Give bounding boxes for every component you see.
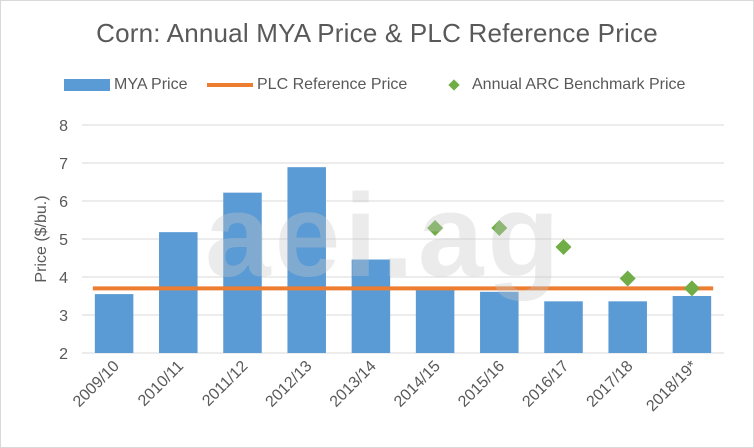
legend-item-plc-reference-price: PLC Reference Price <box>207 74 407 96</box>
x-tick-label: 2017/18 <box>584 358 637 411</box>
legend-item-mya-price: MYA Price <box>64 74 188 96</box>
y-tick-label: 6 <box>59 194 68 211</box>
bar-mya-price <box>480 291 519 353</box>
marker-arc-benchmark <box>427 219 444 236</box>
y-tick-label: 3 <box>59 308 68 325</box>
x-tick-label: 2013/14 <box>327 358 380 411</box>
x-tick-label: 2018/19* <box>643 358 700 415</box>
y-tick-label: 2 <box>59 346 68 363</box>
bar-mya-price <box>159 232 198 353</box>
bar-mya-price <box>223 192 262 353</box>
bar-mya-price <box>544 301 583 353</box>
legend-label-mya-price: MYA Price <box>114 76 188 93</box>
x-tick-label: 2011/12 <box>199 358 251 410</box>
legend-item-arc-benchmark: Annual ARC Benchmark Price <box>440 74 685 96</box>
legend-swatch-bar <box>64 79 110 91</box>
bar-mya-price <box>94 294 134 353</box>
bar-mya-price <box>351 259 391 353</box>
y-axis-label: Price ($/bu.) <box>33 195 50 282</box>
legend-swatch-line <box>207 83 253 87</box>
x-tick-label: 2010/11 <box>135 358 187 410</box>
bar-mya-price <box>415 288 455 353</box>
bar-mya-price <box>672 296 712 353</box>
y-tick-label: 8 <box>59 118 68 135</box>
marker-arc-benchmark <box>683 280 700 297</box>
x-tick-label: 2009/10 <box>70 358 123 411</box>
x-tick-label: 2014/15 <box>391 358 444 411</box>
y-tick-label: 5 <box>59 232 68 249</box>
legend-label-arc-benchmark: Annual ARC Benchmark Price <box>472 76 686 93</box>
chart-title: Corn: Annual MYA Price & PLC Reference P… <box>96 18 658 48</box>
bar-mya-price <box>608 301 647 353</box>
x-tick-label: 2015/16 <box>455 358 508 411</box>
x-tick-label: 2016/17 <box>519 358 572 411</box>
y-tick-label: 4 <box>59 270 68 287</box>
marker-arc-benchmark <box>619 270 636 287</box>
y-tick-label: 7 <box>59 156 68 173</box>
legend-label-plc-reference-price: PLC Reference Price <box>257 76 408 93</box>
chart-legend: MYA Price PLC Reference Price Annual ARC… <box>0 74 754 96</box>
marker-arc-benchmark <box>491 219 508 236</box>
x-tick-label: 2012/13 <box>263 358 316 411</box>
bar-mya-price <box>287 167 326 353</box>
marker-arc-benchmark <box>555 238 572 255</box>
